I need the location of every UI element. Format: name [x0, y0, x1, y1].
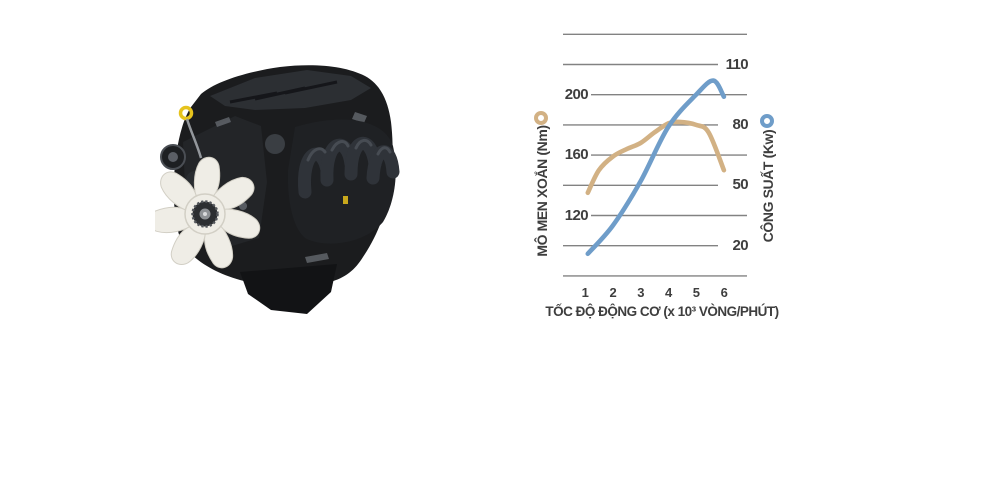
- crank-pulley-hub: [168, 152, 178, 162]
- left-axis-tick-160: 160: [564, 146, 589, 164]
- dipstick-ring: [178, 105, 194, 121]
- right-axis-tick-110: 110: [725, 55, 749, 73]
- x-axis-title: TỐC ĐỘ ĐỘNG CƠ (x 10³ VÒNG/PHÚT): [545, 304, 779, 319]
- power-legend-marker-icon: [760, 114, 774, 128]
- throttle-body: [265, 134, 285, 154]
- torque-legend-marker-icon: [534, 111, 548, 125]
- right-axis-tick-50: 50: [732, 176, 749, 194]
- engine-photo: [155, 65, 400, 314]
- left-axis-title: MÔ MEN XOẮN (Nm): [534, 125, 550, 257]
- yellow-label: [343, 196, 348, 204]
- left-axis-tick-120: 120: [564, 206, 589, 224]
- x-axis-tick-4: 4: [665, 285, 672, 300]
- x-axis-tick-5: 5: [692, 285, 700, 300]
- x-axis-tick-2: 2: [609, 285, 617, 300]
- series-line-cong-suat: [585, 78, 727, 257]
- right-axis-title: CÔNG SUẤT (Kw): [760, 129, 776, 243]
- x-axis-tick-6: 6: [720, 285, 728, 300]
- fan-center-dot: [203, 212, 207, 216]
- chart-series: [585, 78, 727, 257]
- runner-glints: [306, 139, 392, 162]
- x-axis-tick-3: 3: [637, 285, 644, 300]
- x-axis-tick-1: 1: [581, 285, 589, 300]
- series-line-mo-men-xoan: [585, 119, 727, 196]
- intake-manifold: [287, 119, 400, 244]
- manifold-runners: [297, 137, 400, 199]
- oil-pan: [240, 264, 337, 314]
- fan-gear-teeth: [191, 200, 219, 228]
- right-axis-tick-80: 80: [732, 115, 749, 133]
- left-axis-tick-200: 200: [564, 85, 589, 103]
- right-axis-tick-20: 20: [732, 236, 749, 254]
- cooling-fan: [155, 156, 261, 269]
- valve-cover-ribs: [229, 80, 338, 104]
- dipstick: [178, 105, 203, 159]
- fan-blades: [155, 156, 261, 269]
- dipstick-stem: [185, 118, 203, 159]
- performance-chart: [563, 33, 747, 277]
